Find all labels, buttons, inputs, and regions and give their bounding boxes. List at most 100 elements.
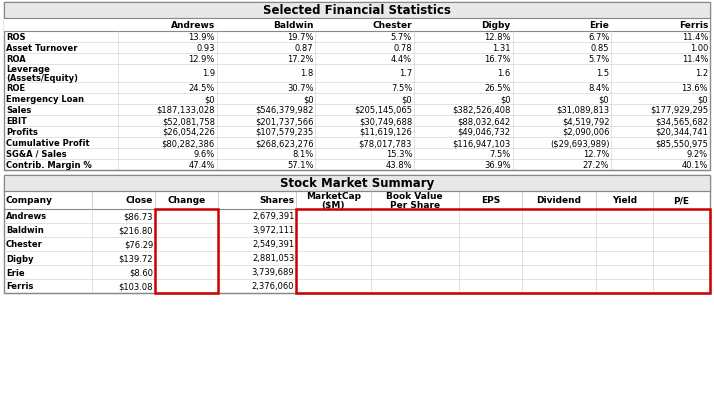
Text: ROS: ROS	[6, 33, 26, 42]
Text: $4,519,792: $4,519,792	[562, 117, 609, 126]
Text: 1.8: 1.8	[300, 69, 313, 78]
Bar	[155, 209, 218, 293]
Text: Dividend: Dividend	[536, 196, 581, 205]
Text: ROE: ROE	[6, 84, 25, 93]
Text: 24.5%: 24.5%	[188, 84, 215, 93]
Text: 4.4%: 4.4%	[391, 55, 412, 64]
Text: $26,054,226: $26,054,226	[162, 128, 215, 136]
Text: $34,565,682: $34,565,682	[655, 117, 708, 126]
Text: $0: $0	[204, 95, 215, 104]
Text: $177,929,295: $177,929,295	[650, 106, 708, 115]
Text: $20,344,741: $20,344,741	[655, 128, 708, 136]
Text: 0.78: 0.78	[393, 44, 412, 53]
Text: MarketCap
($M): MarketCap ($M)	[306, 191, 361, 210]
Text: 1.00: 1.00	[690, 44, 708, 53]
Text: Cumulative Profit: Cumulative Profit	[6, 139, 90, 148]
Text: 1.5: 1.5	[596, 69, 609, 78]
Text: Andrews: Andrews	[6, 212, 47, 221]
Text: 36.9%: 36.9%	[484, 161, 511, 170]
Text: $216.80: $216.80	[119, 226, 154, 235]
Text: Shares: Shares	[259, 196, 294, 205]
Text: Baldwin: Baldwin	[6, 226, 44, 235]
Text: $205,145,065: $205,145,065	[354, 106, 412, 115]
Text: 26.5%: 26.5%	[484, 84, 511, 93]
Text: 43.8%: 43.8%	[386, 161, 412, 170]
Text: Close: Close	[126, 196, 154, 205]
Text: 9.2%: 9.2%	[687, 149, 708, 159]
Text: EPS: EPS	[481, 196, 500, 205]
Text: 8.4%: 8.4%	[588, 84, 609, 93]
Text: 3,739,689: 3,739,689	[252, 268, 294, 277]
Text: $268,623,276: $268,623,276	[255, 139, 313, 148]
Text: $0: $0	[500, 95, 511, 104]
Text: 40.1%: 40.1%	[682, 161, 708, 170]
Bar	[4, 19, 710, 32]
Text: 3,972,111: 3,972,111	[252, 226, 294, 235]
Text: $201,737,566: $201,737,566	[255, 117, 313, 126]
Text: $103.08: $103.08	[119, 282, 154, 291]
Text: SG&A / Sales: SG&A / Sales	[6, 149, 66, 159]
Text: Ferris: Ferris	[678, 21, 708, 30]
Text: $52,081,758: $52,081,758	[162, 117, 215, 126]
Text: 8.1%: 8.1%	[292, 149, 313, 159]
Text: 12.8%: 12.8%	[484, 33, 511, 42]
Text: 57.1%: 57.1%	[287, 161, 313, 170]
Text: Baldwin: Baldwin	[273, 21, 313, 30]
Bar	[4, 175, 710, 293]
Text: EBIT: EBIT	[6, 117, 27, 126]
Text: Digby: Digby	[481, 21, 511, 30]
Text: 15.3%: 15.3%	[386, 149, 412, 159]
Text: Stock Market Summary: Stock Market Summary	[280, 177, 434, 190]
Text: 27.2%: 27.2%	[583, 161, 609, 170]
Text: 13.6%: 13.6%	[681, 84, 708, 93]
Text: $0: $0	[599, 95, 609, 104]
Text: $86.73: $86.73	[124, 212, 154, 221]
Text: Asset Turnover: Asset Turnover	[6, 44, 78, 53]
Text: 1.6: 1.6	[498, 69, 511, 78]
Text: 11.4%: 11.4%	[682, 55, 708, 64]
Text: $0: $0	[303, 95, 313, 104]
Text: $382,526,408: $382,526,408	[453, 106, 511, 115]
Text: $30,749,688: $30,749,688	[359, 117, 412, 126]
Text: Selected Financial Statistics: Selected Financial Statistics	[263, 4, 451, 17]
Text: 30.7%: 30.7%	[287, 84, 313, 93]
Text: Book Value
Per Share: Book Value Per Share	[386, 191, 443, 210]
Text: 47.4%: 47.4%	[188, 161, 215, 170]
Text: Erie: Erie	[590, 21, 609, 30]
Text: $0: $0	[698, 95, 708, 104]
Text: 12.9%: 12.9%	[188, 55, 215, 64]
Text: $85,550,975: $85,550,975	[655, 139, 708, 148]
Text: $31,089,813: $31,089,813	[556, 106, 609, 115]
Text: Company: Company	[6, 196, 53, 205]
Text: 19.7%: 19.7%	[287, 33, 313, 42]
Text: Erie: Erie	[6, 268, 24, 277]
Text: 2,679,391: 2,679,391	[252, 212, 294, 221]
Text: $76.29: $76.29	[124, 240, 154, 249]
Text: $11,619,126: $11,619,126	[359, 128, 412, 136]
Text: $78,017,783: $78,017,783	[358, 139, 412, 148]
Text: 17.2%: 17.2%	[287, 55, 313, 64]
Text: $139.72: $139.72	[119, 254, 154, 263]
Text: $0: $0	[401, 95, 412, 104]
Text: $80,282,386: $80,282,386	[161, 139, 215, 148]
Text: Profits: Profits	[6, 128, 38, 136]
Text: 5.7%: 5.7%	[588, 55, 609, 64]
Text: 6.7%: 6.7%	[588, 33, 609, 42]
Text: $116,947,103: $116,947,103	[453, 139, 511, 148]
Text: 13.9%: 13.9%	[188, 33, 215, 42]
Text: Sales: Sales	[6, 106, 31, 115]
Text: 1.31: 1.31	[492, 44, 511, 53]
Text: Contrib. Margin %: Contrib. Margin %	[6, 161, 92, 170]
Bar	[4, 175, 710, 192]
Text: P/E: P/E	[673, 196, 690, 205]
Text: 0.85: 0.85	[591, 44, 609, 53]
Text: 12.7%: 12.7%	[583, 149, 609, 159]
Text: 2,881,053: 2,881,053	[252, 254, 294, 263]
Text: ROA: ROA	[6, 55, 26, 64]
Text: 5.7%: 5.7%	[391, 33, 412, 42]
Text: 9.6%: 9.6%	[193, 149, 215, 159]
Text: Ferris: Ferris	[6, 282, 34, 291]
Text: Change: Change	[168, 196, 206, 205]
Text: 7.5%: 7.5%	[391, 84, 412, 93]
Text: 2,549,391: 2,549,391	[252, 240, 294, 249]
